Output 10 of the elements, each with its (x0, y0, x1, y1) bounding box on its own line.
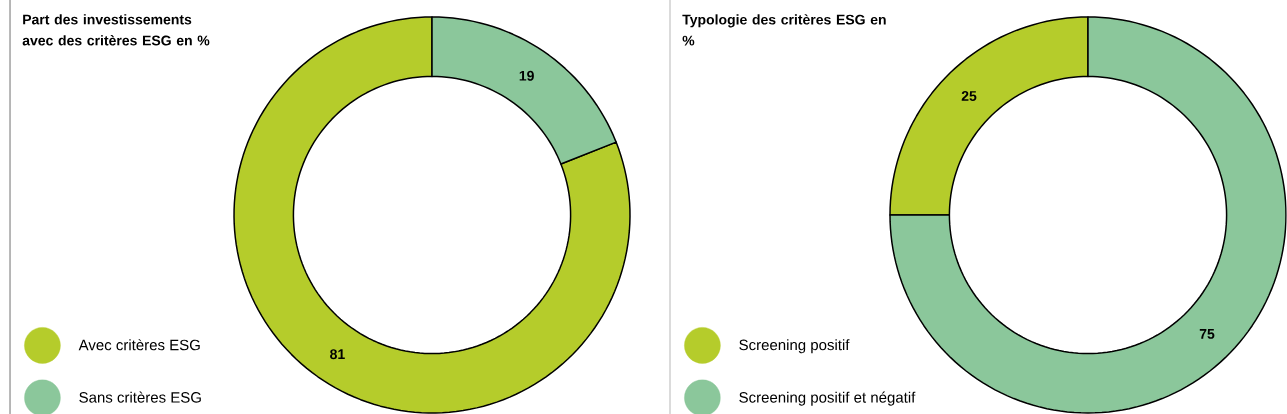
chart-title: Typologie des critères ESG en % (682, 14, 886, 46)
legend-label: Sans critères ESG (79, 391, 201, 403)
data-label: 19 (519, 70, 534, 81)
data-label: 75 (1199, 329, 1215, 339)
legend-label: Screening positif et négatif (739, 391, 916, 406)
chart-title: Part des investissements avec des critères ESG en % (22, 14, 210, 46)
data-label: 25 (961, 91, 977, 101)
data-label: 81 (330, 349, 345, 360)
legend-label: Screening positif (739, 339, 850, 354)
legend-label: Avec critères ESG (78, 339, 200, 351)
